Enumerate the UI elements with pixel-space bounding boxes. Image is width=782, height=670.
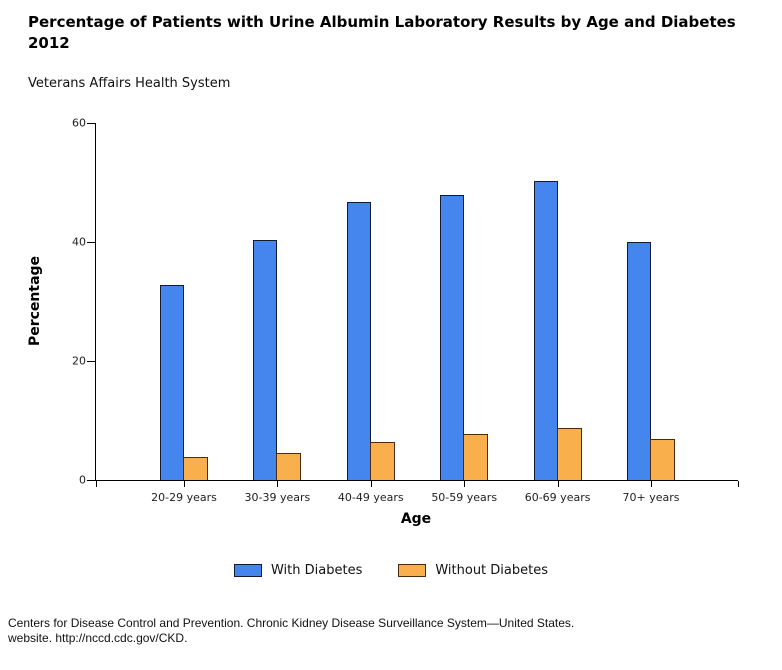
y-axis-tick xyxy=(87,122,95,124)
bar-without-diabetes-70+-years xyxy=(650,439,675,480)
bar-with-diabetes-50-59-years xyxy=(440,195,465,480)
x-axis-tick-label: 70+ years xyxy=(622,491,680,504)
bar-with-diabetes-70+-years xyxy=(627,242,651,480)
x-axis-tick xyxy=(370,481,372,487)
y-axis-tick xyxy=(87,479,95,481)
legend-label: With Diabetes xyxy=(270,563,363,578)
legend-item: With Diabetes xyxy=(233,563,363,578)
y-axis-tick-label: 20 xyxy=(72,354,86,368)
y-axis-tick-label: 40 xyxy=(72,235,86,249)
x-axis-tick xyxy=(557,481,559,487)
bar-without-diabetes-20-29-years xyxy=(183,457,208,480)
y-axis-tick xyxy=(87,241,95,243)
y-axis-tick-label: 0 xyxy=(79,473,86,487)
x-axis-tick-label: 40-49 years xyxy=(337,491,404,504)
bar-with-diabetes-20-29-years xyxy=(160,285,184,480)
x-axis-tick xyxy=(184,481,185,487)
x-axis-tick-label: 60-69 years xyxy=(524,491,591,504)
bar-without-diabetes-60-69-years xyxy=(556,428,582,480)
bar-without-diabetes-40-49-years xyxy=(369,442,395,480)
bar-with-diabetes-60-69-years xyxy=(533,181,558,480)
y-axis-title: Percentage xyxy=(27,255,43,347)
x-axis-tick-label: 50-59 years xyxy=(431,491,498,504)
bar-without-diabetes-30-39-years xyxy=(276,453,302,480)
x-axis-tick xyxy=(651,481,652,487)
page-title-line2: 2012 xyxy=(28,34,70,52)
x-axis-tick xyxy=(96,481,97,487)
legend-label: Without Diabetes xyxy=(435,563,548,578)
page-title-line1: Percentage of Patients with Urine Albumi… xyxy=(28,13,736,31)
legend-item: Without Diabetes xyxy=(398,563,548,578)
x-axis-tick xyxy=(277,481,279,487)
page-subtitle: Veterans Affairs Health System xyxy=(28,76,231,91)
legend: With Diabetes Without Diabetes xyxy=(0,563,782,578)
bar-with-diabetes-30-39-years xyxy=(253,240,278,480)
source-line1: Centers for Disease Control and Preventi… xyxy=(8,616,575,630)
x-axis-tick xyxy=(738,481,739,487)
x-axis-title: Age xyxy=(400,511,432,527)
page-title: Percentage of Patients with Urine Albumi… xyxy=(28,12,758,54)
source-line2: website. http://nccd.cdc.gov/CKD. xyxy=(8,631,188,645)
x-axis-tick-label: 20-29 years xyxy=(151,491,217,504)
x-axis-tick xyxy=(464,481,466,487)
legend-swatch-icon xyxy=(398,564,427,577)
x-axis-tick-label: 30-39 years xyxy=(244,491,311,504)
source-note: Centers for Disease Control and Preventi… xyxy=(8,616,708,646)
bar-without-diabetes-50-59-years xyxy=(463,434,489,480)
y-axis-tick-label: 60 xyxy=(72,116,86,130)
legend-swatch-icon xyxy=(233,564,262,577)
plot-area: 0 20 40 60 20-29 years 30-39 years 40-49 years… xyxy=(72,117,739,504)
bar-with-diabetes-40-49-years xyxy=(346,202,371,480)
y-axis-tick xyxy=(87,360,95,362)
